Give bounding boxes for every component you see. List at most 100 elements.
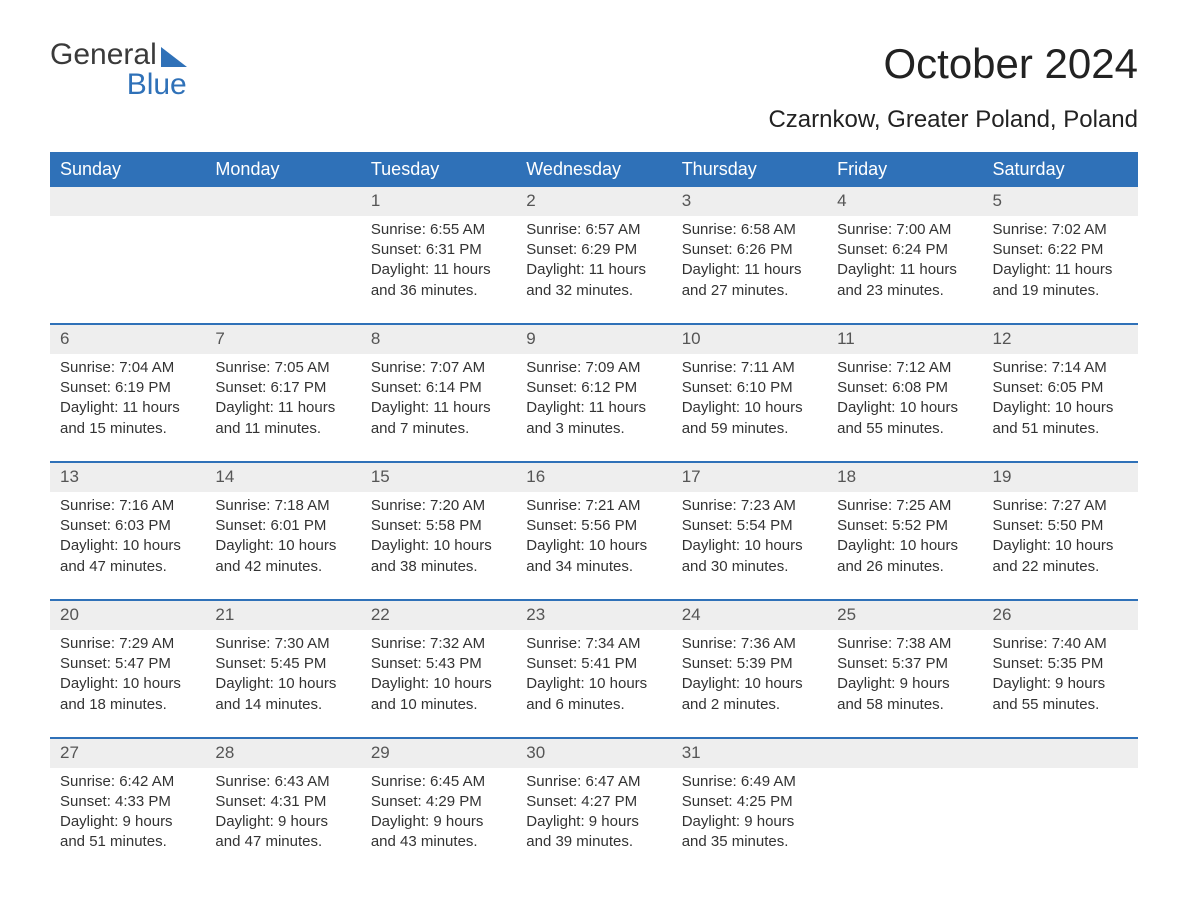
sunset-text: Sunset: 4:25 PM — [682, 792, 817, 812]
day-number-cell: 18 — [827, 463, 982, 492]
sunset-text: Sunset: 6:03 PM — [60, 516, 195, 536]
sunrise-text: Sunrise: 7:38 AM — [837, 634, 972, 654]
sunrise-text: Sunrise: 6:47 AM — [526, 772, 661, 792]
daylight-text: and 34 minutes. — [526, 557, 661, 577]
sunset-text: Sunset: 6:22 PM — [993, 240, 1128, 260]
sunset-text: Sunset: 5:43 PM — [371, 654, 506, 674]
day-number-cell — [983, 739, 1138, 768]
day-number-cell: 16 — [516, 463, 671, 492]
sunrise-text: Sunrise: 7:05 AM — [215, 358, 350, 378]
daylight-text: and 59 minutes. — [682, 419, 817, 439]
day-cell: Sunrise: 7:18 AMSunset: 6:01 PMDaylight:… — [205, 492, 360, 600]
day-cell: Sunrise: 7:09 AMSunset: 6:12 PMDaylight:… — [516, 354, 671, 462]
sunset-text: Sunset: 6:05 PM — [993, 378, 1128, 398]
sunset-text: Sunset: 6:24 PM — [837, 240, 972, 260]
sunrise-text: Sunrise: 7:36 AM — [682, 634, 817, 654]
day-number-cell: 22 — [361, 601, 516, 630]
day-number-cell: 17 — [672, 463, 827, 492]
sunrise-text: Sunrise: 6:49 AM — [682, 772, 817, 792]
day-number-cell: 28 — [205, 739, 360, 768]
daylight-text: and 6 minutes. — [526, 695, 661, 715]
day-cell: Sunrise: 7:32 AMSunset: 5:43 PMDaylight:… — [361, 630, 516, 738]
sunrise-text: Sunrise: 7:18 AM — [215, 496, 350, 516]
sunset-text: Sunset: 4:29 PM — [371, 792, 506, 812]
day-cell: Sunrise: 7:05 AMSunset: 6:17 PMDaylight:… — [205, 354, 360, 462]
daylight-text: Daylight: 11 hours — [215, 398, 350, 418]
daylight-text: Daylight: 9 hours — [60, 812, 195, 832]
logo-text-bottom: Blue — [50, 70, 187, 100]
location-subtitle: Czarnkow, Greater Poland, Poland — [50, 106, 1138, 134]
sunset-text: Sunset: 5:37 PM — [837, 654, 972, 674]
day-cell: Sunrise: 6:49 AMSunset: 4:25 PMDaylight:… — [672, 768, 827, 875]
day-cell: Sunrise: 6:57 AMSunset: 6:29 PMDaylight:… — [516, 216, 671, 324]
day-of-week-header: Thursday — [672, 152, 827, 187]
daylight-text: and 26 minutes. — [837, 557, 972, 577]
daylight-text: Daylight: 11 hours — [371, 260, 506, 280]
sunrise-text: Sunrise: 7:07 AM — [371, 358, 506, 378]
day-number-cell: 20 — [50, 601, 205, 630]
daylight-text: Daylight: 10 hours — [993, 536, 1128, 556]
day-number-cell: 31 — [672, 739, 827, 768]
sunrise-text: Sunrise: 7:00 AM — [837, 220, 972, 240]
daylight-text: Daylight: 10 hours — [993, 398, 1128, 418]
daylight-text: and 7 minutes. — [371, 419, 506, 439]
sunrise-text: Sunrise: 6:58 AM — [682, 220, 817, 240]
daylight-text: and 47 minutes. — [215, 832, 350, 852]
day-of-week-header: Sunday — [50, 152, 205, 187]
day-cell: Sunrise: 7:14 AMSunset: 6:05 PMDaylight:… — [983, 354, 1138, 462]
day-content-row: Sunrise: 7:16 AMSunset: 6:03 PM Daylight:… — [50, 492, 1138, 600]
sunset-text: Sunset: 6:08 PM — [837, 378, 972, 398]
daylight-text: Daylight: 9 hours — [215, 812, 350, 832]
day-cell: Sunrise: 7:34 AMSunset: 5:41 PMDaylight:… — [516, 630, 671, 738]
daylight-text: Daylight: 9 hours — [837, 674, 972, 694]
daylight-text: and 30 minutes. — [682, 557, 817, 577]
day-number-cell: 27 — [50, 739, 205, 768]
sunset-text: Sunset: 6:12 PM — [526, 378, 661, 398]
sunset-text: Sunset: 5:41 PM — [526, 654, 661, 674]
sunrise-text: Sunrise: 7:16 AM — [60, 496, 195, 516]
sunrise-text: Sunrise: 7:02 AM — [993, 220, 1128, 240]
sunset-text: Sunset: 6:10 PM — [682, 378, 817, 398]
daylight-text: and 47 minutes. — [60, 557, 195, 577]
day-number-cell: 29 — [361, 739, 516, 768]
sunset-text: Sunset: 5:35 PM — [993, 654, 1128, 674]
daylight-text: and 3 minutes. — [526, 419, 661, 439]
day-cell — [827, 768, 982, 875]
day-number-cell: 25 — [827, 601, 982, 630]
sunrise-text: Sunrise: 7:14 AM — [993, 358, 1128, 378]
logo-triangle-icon — [161, 47, 187, 67]
day-content-row: Sunrise: 6:42 AMSunset: 4:33 PMDaylight:… — [50, 768, 1138, 875]
day-number-cell: 26 — [983, 601, 1138, 630]
daylight-text: Daylight: 10 hours — [526, 674, 661, 694]
sunrise-text: Sunrise: 7:12 AM — [837, 358, 972, 378]
day-cell: Sunrise: 6:55 AMSunset: 6:31 PMDaylight:… — [361, 216, 516, 324]
sunset-text: Sunset: 6:31 PM — [371, 240, 506, 260]
day-cell: Sunrise: 6:45 AMSunset: 4:29 PMDaylight:… — [361, 768, 516, 875]
sunrise-text: Sunrise: 7:23 AM — [682, 496, 817, 516]
sunset-text: Sunset: 6:01 PM — [215, 516, 350, 536]
day-cell — [50, 216, 205, 324]
day-cell: Sunrise: 7:38 AMSunset: 5:37 PMDaylight:… — [827, 630, 982, 738]
page-title: October 2024 — [883, 40, 1138, 88]
day-cell: Sunrise: 7:20 AMSunset: 5:58 PMDaylight:… — [361, 492, 516, 600]
day-cell: Sunrise: 7:40 AMSunset: 5:35 PMDaylight:… — [983, 630, 1138, 738]
sunset-text: Sunset: 6:17 PM — [215, 378, 350, 398]
sunrise-text: Sunrise: 7:04 AM — [60, 358, 195, 378]
day-content-row: Sunrise: 7:04 AMSunset: 6:19 PMDaylight:… — [50, 354, 1138, 462]
day-cell — [205, 216, 360, 324]
sunrise-text: Sunrise: 6:42 AM — [60, 772, 195, 792]
day-number-cell: 24 — [672, 601, 827, 630]
daylight-text: and 22 minutes. — [993, 557, 1128, 577]
day-number-cell: 10 — [672, 325, 827, 354]
daylight-text: Daylight: 11 hours — [60, 398, 195, 418]
day-number-cell: 15 — [361, 463, 516, 492]
day-number-cell — [205, 187, 360, 216]
day-cell: Sunrise: 7:07 AMSunset: 6:14 PMDaylight:… — [361, 354, 516, 462]
sunset-text: Sunset: 5:52 PM — [837, 516, 972, 536]
day-number-row: 20212223242526 — [50, 601, 1138, 630]
day-of-week-header: Wednesday — [516, 152, 671, 187]
day-number-cell: 30 — [516, 739, 671, 768]
daylight-text: and 15 minutes. — [60, 419, 195, 439]
daylight-text: and 55 minutes. — [993, 695, 1128, 715]
day-cell: Sunrise: 7:23 AMSunset: 5:54 PMDaylight:… — [672, 492, 827, 600]
